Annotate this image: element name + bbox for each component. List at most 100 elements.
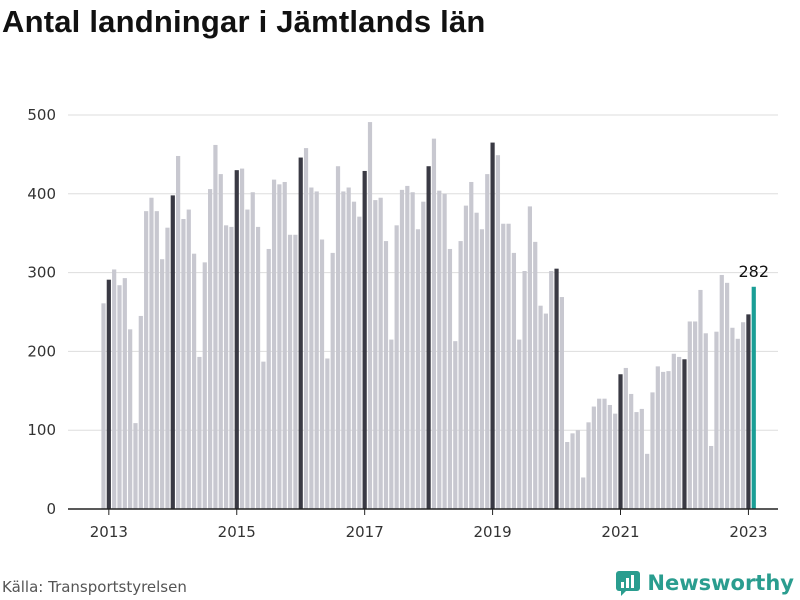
x-tick-label: 2017	[346, 523, 384, 541]
bar	[351, 201, 357, 509]
bar	[495, 155, 501, 509]
bar-january	[618, 374, 623, 509]
bar	[661, 371, 666, 509]
bar-january	[106, 279, 111, 509]
bar	[501, 223, 506, 510]
bar	[410, 192, 415, 509]
bar	[378, 197, 383, 510]
bar-january	[554, 268, 559, 509]
bar	[133, 423, 138, 509]
bar	[645, 453, 650, 509]
bar	[176, 155, 181, 510]
bar-january	[362, 170, 367, 509]
bar	[314, 191, 319, 509]
newsworthy-logo-icon	[616, 571, 641, 596]
brand-name: Newsworthy	[647, 571, 794, 595]
bar	[250, 192, 255, 509]
x-tick-label: 2015	[218, 523, 256, 541]
bar	[101, 303, 106, 509]
bar	[431, 138, 437, 509]
x-tick-label: 2023	[729, 523, 767, 541]
bar	[687, 321, 692, 509]
bar	[511, 252, 517, 509]
bar	[160, 259, 165, 509]
bar	[474, 212, 479, 509]
bar-january	[298, 157, 303, 510]
y-tick-label: 0	[46, 500, 56, 518]
bar	[255, 226, 261, 509]
bar	[533, 241, 538, 509]
bar	[597, 398, 602, 509]
bar	[346, 187, 351, 509]
bar	[192, 253, 197, 509]
bar	[671, 353, 676, 509]
bar	[213, 144, 218, 509]
source-note: Källa: Transportstyrelsen	[2, 578, 187, 596]
bar	[138, 315, 143, 509]
bar	[522, 271, 527, 509]
bar	[709, 445, 714, 509]
bar	[165, 227, 170, 509]
bar	[218, 174, 223, 509]
bar	[415, 229, 421, 509]
bar	[389, 339, 394, 509]
bar	[613, 413, 618, 509]
bar	[383, 241, 389, 509]
bar	[202, 262, 207, 509]
bar	[149, 197, 154, 510]
bar	[223, 225, 229, 509]
bar	[128, 329, 133, 509]
x-axis-ticks: 2013 2015 2017 2019 2021 2023	[90, 509, 768, 541]
bar	[282, 181, 287, 510]
bar	[730, 327, 735, 509]
bar	[538, 305, 543, 509]
bar	[591, 406, 596, 509]
bar	[666, 371, 671, 509]
bar	[266, 248, 271, 509]
y-tick-label: 500	[27, 106, 56, 124]
bar	[309, 187, 314, 509]
bar	[703, 333, 708, 509]
bar	[303, 148, 309, 509]
bar	[469, 181, 474, 510]
bar	[373, 200, 378, 509]
bar	[575, 430, 580, 509]
bar	[677, 356, 682, 509]
x-tick-label: 2019	[473, 523, 511, 541]
bar-january	[234, 170, 239, 509]
bar-january	[426, 166, 431, 509]
bar	[197, 356, 202, 509]
bar	[735, 338, 740, 509]
bar	[698, 289, 703, 509]
bar	[341, 191, 346, 509]
bar	[421, 201, 426, 509]
bar	[517, 339, 522, 509]
bar	[122, 278, 127, 509]
bar	[485, 174, 490, 509]
bar-january	[170, 195, 175, 509]
bar	[287, 234, 293, 509]
bar	[154, 211, 159, 509]
chart-title: Antal landningar i Jämtlands län	[2, 4, 486, 39]
y-tick-label: 200	[27, 342, 56, 360]
bar	[639, 408, 644, 509]
bar	[117, 285, 122, 509]
bar	[405, 185, 410, 510]
bar	[144, 211, 149, 509]
bar	[629, 393, 634, 509]
brand-logo[interactable]: Newsworthy	[615, 570, 794, 596]
bar	[245, 209, 250, 509]
bar	[527, 206, 532, 509]
bar	[549, 271, 554, 509]
bar	[357, 216, 362, 509]
bar	[634, 412, 639, 509]
bar	[453, 341, 458, 509]
bar	[479, 229, 485, 509]
bar	[325, 358, 330, 509]
bar	[394, 225, 399, 509]
bar-latest	[751, 286, 756, 509]
bar	[543, 313, 548, 509]
bar	[293, 234, 298, 509]
bar	[181, 219, 186, 509]
